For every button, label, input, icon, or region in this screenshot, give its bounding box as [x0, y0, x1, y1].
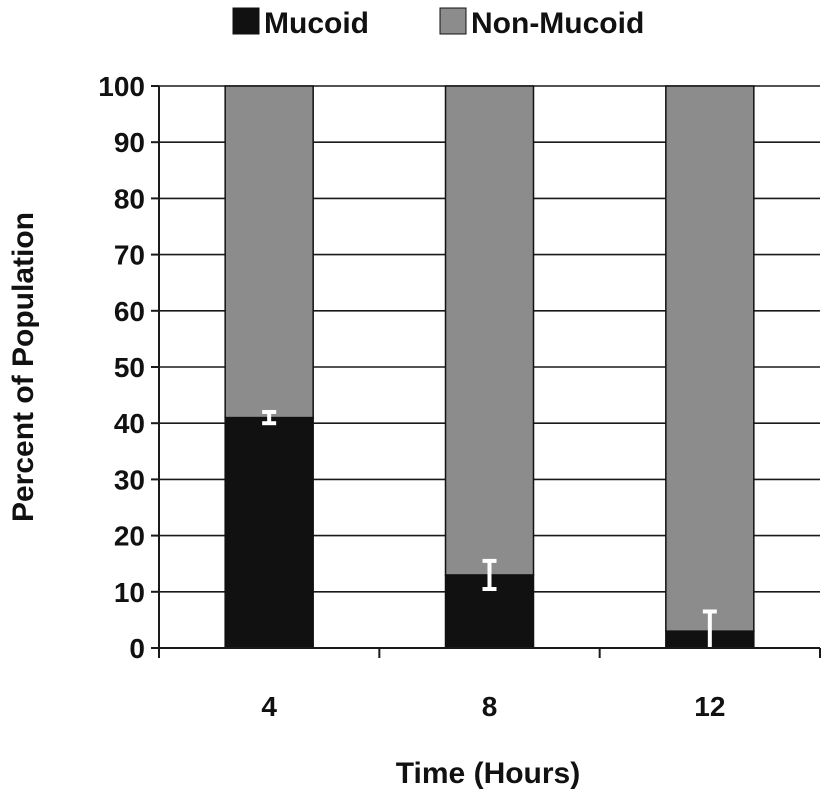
bar-non-mucoid-8 [444, 85, 535, 576]
y-tick-label: 100 [98, 71, 145, 102]
y-tick-label: 0 [129, 633, 145, 664]
y-tick-label: 60 [114, 296, 145, 327]
y-tick-labels: 0 10 20 30 40 50 60 70 80 90 100 [98, 71, 145, 664]
y-tick-label: 90 [114, 127, 145, 158]
error-bar-12 [702, 609, 717, 648]
x-tick-label: 4 [261, 691, 277, 722]
y-tick-label: 10 [114, 577, 145, 608]
y-tick-label: 30 [114, 464, 145, 495]
x-tick-labels: 4 8 12 [261, 691, 725, 722]
bar-non-mucoid-4 [224, 85, 314, 419]
error-bar-8 [482, 558, 497, 591]
bar-non-mucoid-12 [665, 85, 755, 632]
error-bar-4 [262, 409, 277, 426]
y-tick-label: 20 [114, 521, 145, 552]
legend: Mucoid Non-Mucoid [232, 7, 644, 40]
axes [151, 85, 821, 658]
legend-swatch-non-mucoid [439, 7, 467, 35]
legend-swatch-mucoid [232, 7, 260, 35]
x-tick-label: 8 [482, 691, 498, 722]
y-tick-label: 40 [114, 408, 145, 439]
y-tick-label: 80 [114, 183, 145, 214]
x-tick-label: 12 [694, 691, 725, 722]
legend-label-mucoid: Mucoid [264, 7, 369, 40]
y-tick-label: 70 [114, 240, 145, 271]
bar-mucoid-4 [224, 416, 314, 649]
legend-label-non-mucoid: Non-Mucoid [471, 7, 644, 40]
error-bars [262, 409, 717, 648]
y-axis-title: Percent of Population [7, 212, 40, 522]
x-axis-title: Time (Hours) [396, 757, 580, 790]
y-tick-label: 50 [114, 352, 145, 383]
